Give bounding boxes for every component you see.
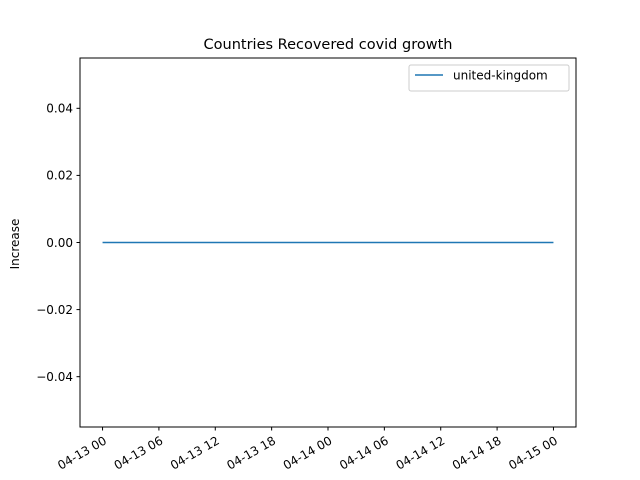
x-tick-label: 04-13 18 [224,433,278,472]
y-tick-label: −0.04 [36,370,73,384]
legend-label-united-kingdom: united-kingdom [453,69,548,83]
x-tick-label: 04-14 00 [281,433,335,472]
y-tick-label: −0.02 [36,303,73,317]
x-tick-label: 04-15 00 [506,433,560,472]
plot-area-frame [79,57,577,428]
legend-box [408,64,570,92]
legend: united-kingdom [408,64,570,92]
x-tick-label: 04-14 06 [337,433,391,472]
x-tick-label: 04-14 12 [394,433,448,472]
chart-title: Countries Recovered covid growth [204,37,453,53]
x-tick-label: 04-13 06 [112,433,166,472]
y-axis-label: Increase [8,219,22,270]
y-tick-label: 0.00 [46,236,73,250]
x-tick-label: 04-13 00 [55,433,109,472]
y-tick-label: 0.04 [46,102,73,116]
x-tick-label: 04-13 12 [168,433,222,472]
y-tick-label: 0.02 [46,169,73,183]
x-tick-label: 04-14 18 [450,433,504,472]
